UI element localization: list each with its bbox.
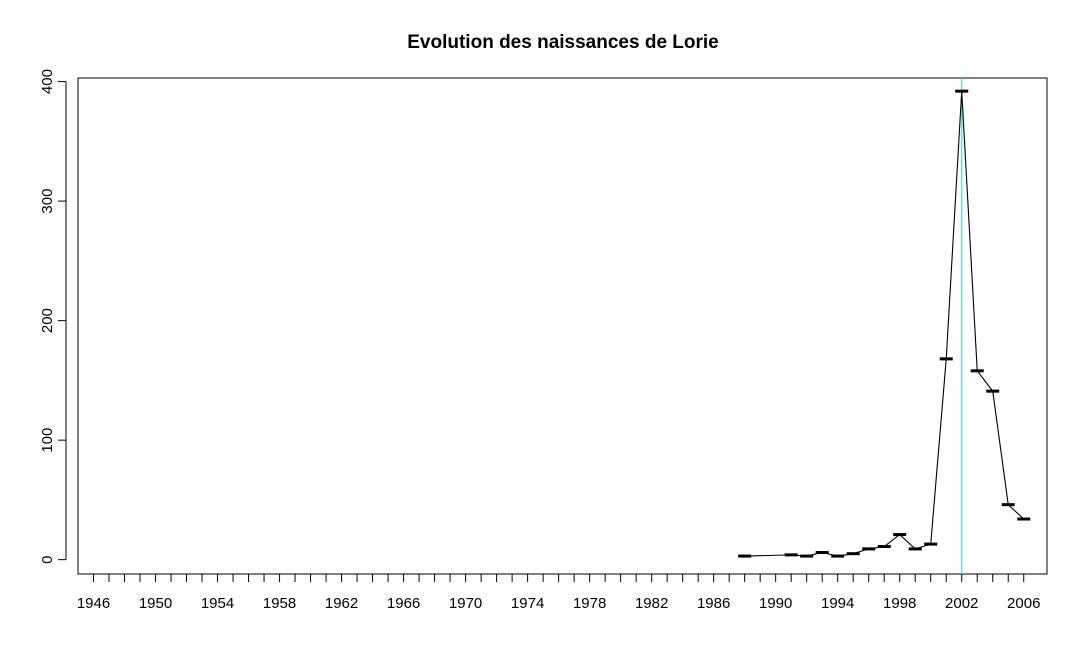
y-tick-label: 200 xyxy=(39,308,56,333)
x-tick-label: 1970 xyxy=(449,595,482,612)
chart-title: Evolution des naissances de Lorie xyxy=(407,32,719,53)
x-tick-label: 1954 xyxy=(201,595,234,612)
series-line xyxy=(744,91,1025,557)
y-tick-label: 0 xyxy=(39,555,56,563)
x-tick-label: 1998 xyxy=(883,595,916,612)
x-tick-label: 1966 xyxy=(387,595,420,612)
x-tick-label: 2002 xyxy=(945,595,978,612)
x-tick-label: 2006 xyxy=(1007,595,1040,612)
x-tick-label: 1986 xyxy=(697,595,730,612)
x-tick-label: 1962 xyxy=(325,595,358,612)
y-tick-label: 400 xyxy=(39,69,56,94)
plot-border xyxy=(77,77,1048,575)
y-tick-label: 100 xyxy=(39,428,56,453)
x-tick-label: 1950 xyxy=(139,595,172,612)
x-tick-label: 1994 xyxy=(821,595,854,612)
x-tick-label: 1990 xyxy=(759,595,792,612)
x-axis: 1946 1950 1954 1958 1962 1966 1970 1974 1978 1982… xyxy=(77,573,1040,612)
x-tick-label: 1946 xyxy=(77,595,110,612)
y-tick-label: 300 xyxy=(39,189,56,214)
data-marks xyxy=(738,78,1031,574)
y-axis: 0 100 200 300 400 xyxy=(39,69,67,564)
x-tick-label: 1958 xyxy=(263,595,296,612)
x-tick-label: 1974 xyxy=(511,595,544,612)
x-tick-label: 1978 xyxy=(573,595,606,612)
x-tick-label: 1982 xyxy=(635,595,668,612)
